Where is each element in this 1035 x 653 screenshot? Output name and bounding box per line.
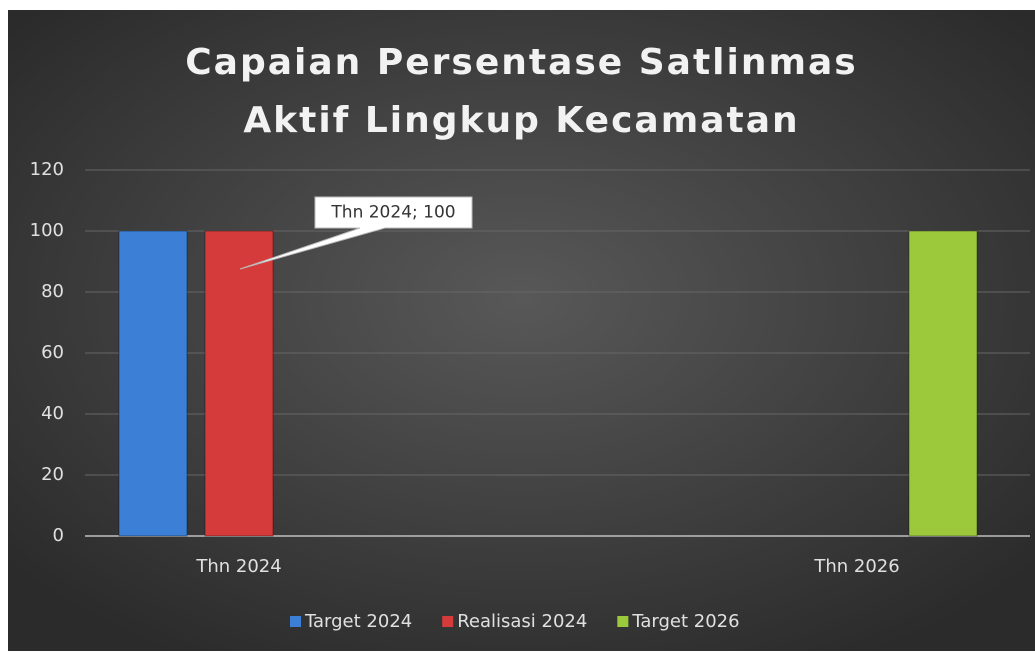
y-tick-label: 100: [30, 220, 64, 241]
y-tick-label: 80: [41, 281, 64, 302]
legend-label: Target 2026: [631, 611, 739, 632]
legend-label: Target 2024: [304, 611, 412, 632]
y-tick-label: 120: [30, 159, 64, 180]
y-tick-label: 60: [41, 342, 64, 363]
legend-marker: [617, 616, 629, 627]
y-tick-label: 0: [53, 525, 64, 546]
legend-label: Realisasi 2024: [457, 611, 587, 632]
chart-title-box: Capaian Persentase Satlinmas Aktif Lingk…: [8, 34, 1035, 150]
legend-marker: [290, 616, 301, 627]
x-tick-label: Thn 2024: [195, 556, 281, 577]
legend-marker: [442, 616, 454, 627]
y-tick-label: 40: [41, 403, 64, 424]
y-tick-label: 20: [41, 464, 64, 485]
data-label-callout: [239, 196, 473, 270]
bar: [204, 230, 274, 537]
x-tick-label: Thn 2026: [813, 556, 899, 577]
bar: [908, 230, 978, 537]
chart-title: Capaian Persentase Satlinmas Aktif Lingk…: [185, 42, 858, 141]
bar: [118, 230, 188, 537]
data-label: Thn 2024; 100: [330, 203, 455, 223]
